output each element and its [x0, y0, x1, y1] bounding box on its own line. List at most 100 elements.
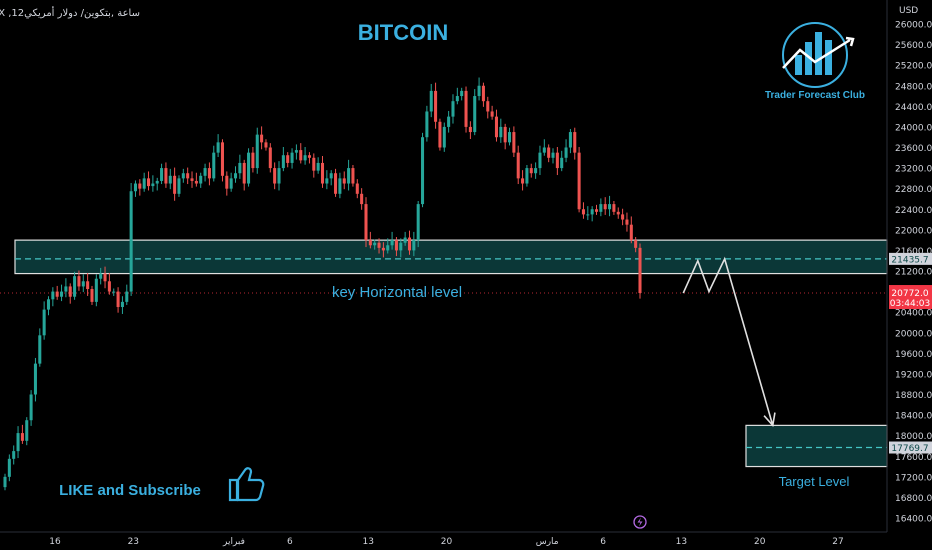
candle — [564, 147, 568, 158]
currency-label: USD — [899, 6, 918, 16]
candle — [547, 147, 551, 158]
candle — [164, 168, 168, 184]
y-tick-label: 18000.0 — [895, 432, 932, 442]
candle — [364, 204, 368, 241]
candle — [512, 132, 516, 153]
candle — [20, 433, 24, 441]
candle — [55, 291, 59, 297]
candle — [247, 152, 251, 184]
candle — [173, 175, 177, 194]
candle — [112, 291, 116, 293]
candle — [299, 150, 303, 161]
candle — [316, 162, 320, 171]
logo-text: Trader Forecast Club — [765, 90, 865, 101]
x-tick-label: 6 — [600, 537, 606, 547]
candle — [120, 301, 124, 308]
candle — [194, 180, 198, 184]
candle — [260, 134, 264, 143]
candle — [621, 214, 625, 220]
candle — [268, 147, 272, 169]
x-tick-label: 20 — [441, 537, 453, 547]
candle — [442, 126, 446, 148]
candle — [186, 173, 190, 179]
symbol-label[interactable]: BITFINEX ,12ساعة ,بتكوين/ دولار أمريكي — [0, 6, 140, 19]
key-level-tag: 21435.7 — [889, 252, 932, 265]
y-tick-label: 16400.0 — [895, 515, 932, 525]
candle — [499, 126, 503, 138]
y-tick-label: 25600.0 — [895, 41, 932, 51]
candle — [203, 168, 207, 176]
candle — [612, 204, 616, 212]
target-level-tag-text: 17769.7 — [891, 444, 928, 454]
candle — [568, 132, 572, 148]
candle — [64, 286, 68, 292]
candle — [286, 155, 290, 163]
y-tick-label: 20000.0 — [895, 329, 932, 339]
thumbs-up-icon — [228, 467, 265, 502]
candle — [368, 240, 372, 246]
candle — [329, 173, 333, 179]
candle — [199, 175, 203, 184]
candle — [107, 281, 111, 292]
x-tick-label: 20 — [754, 537, 766, 547]
candle — [634, 240, 638, 248]
countdown-text: 03:44:03 — [890, 299, 930, 309]
candle — [407, 237, 412, 251]
key-level-label: key Horizontal level — [332, 284, 462, 301]
candle — [386, 245, 390, 251]
candle — [220, 142, 224, 176]
y-tick-label: 22800.0 — [895, 185, 932, 195]
candle — [594, 209, 599, 212]
candle — [320, 162, 325, 184]
candle — [577, 152, 581, 210]
candle — [534, 168, 538, 174]
candle — [599, 204, 603, 212]
candle — [560, 157, 564, 169]
candle — [255, 134, 259, 169]
candle — [155, 180, 159, 184]
candle — [99, 273, 103, 279]
candle — [334, 173, 338, 194]
candle — [229, 178, 233, 189]
candle — [521, 178, 525, 184]
y-tick-label: 24400.0 — [895, 103, 932, 113]
y-tick-label: 16800.0 — [895, 494, 932, 504]
trader-forecast-club-logo: Trader Forecast Club — [765, 22, 865, 101]
y-tick-label: 17600.0 — [895, 453, 932, 463]
y-tick-label: 21600.0 — [895, 247, 932, 257]
candle — [464, 90, 468, 127]
y-tick-label: 19200.0 — [895, 370, 932, 380]
candle — [555, 152, 559, 169]
candle — [125, 291, 129, 302]
candle — [16, 433, 20, 452]
candle — [190, 178, 194, 181]
candle — [242, 162, 246, 184]
candle — [481, 85, 485, 102]
lightning-icon[interactable] — [633, 515, 647, 529]
candle — [360, 193, 364, 205]
candle — [421, 137, 425, 205]
target-zone[interactable] — [745, 424, 888, 468]
x-tick-label: 27 — [832, 537, 843, 547]
candle — [277, 168, 281, 184]
candle — [142, 178, 146, 189]
key-horizontal-zone[interactable] — [14, 239, 888, 275]
x-tick-label: فبراير — [222, 537, 245, 547]
candle — [425, 111, 429, 138]
candle — [451, 101, 455, 117]
candle — [133, 183, 138, 192]
y-tick-label: 18800.0 — [895, 391, 932, 401]
y-tick-label: 21200.0 — [895, 268, 932, 278]
chart-title: BITCOIN — [358, 20, 448, 45]
candle — [381, 247, 385, 251]
candle — [38, 335, 42, 364]
candle — [503, 126, 507, 143]
current-price-text: 20772.0 — [891, 289, 928, 299]
candle — [412, 240, 416, 251]
candle — [438, 121, 442, 148]
candle — [216, 142, 220, 153]
candle — [168, 175, 172, 184]
candle — [46, 299, 51, 310]
